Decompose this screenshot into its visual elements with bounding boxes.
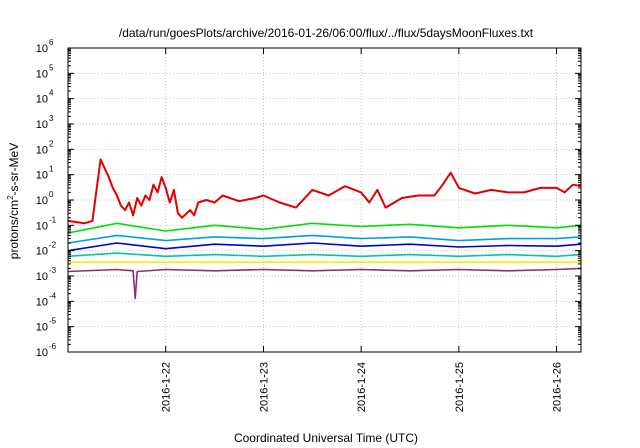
y-tick-exponent: -6 xyxy=(49,342,57,351)
x-tick-label: 2016-1-24 xyxy=(356,362,368,412)
series-line-5 xyxy=(67,252,582,258)
y-tick-exponent: 4 xyxy=(49,89,54,98)
y-tick-label: 10 xyxy=(36,246,48,258)
grid-lines xyxy=(68,47,581,353)
y-tick-label: 10 xyxy=(36,170,48,182)
y-tick-label: 10 xyxy=(36,144,48,156)
y-tick-label: 10 xyxy=(36,296,48,308)
y-tick-label: 10 xyxy=(36,271,48,283)
y-tick-exponent: 0 xyxy=(49,190,54,199)
y-tick-label: 10 xyxy=(36,119,48,131)
y-tick-label: 10 xyxy=(36,195,48,207)
y-tick-label: 10 xyxy=(36,43,48,55)
y-tick-exponent: 6 xyxy=(49,38,54,47)
y-tick-label: 10 xyxy=(36,68,48,80)
plot-frame xyxy=(67,47,582,353)
series-line-1 xyxy=(67,158,582,225)
y-axis-label: protons/cm2-s-sr-MeV xyxy=(6,143,21,259)
y-tick-label: 10 xyxy=(36,347,48,359)
x-tick-label: 2016-1-22 xyxy=(161,362,173,412)
y-axis-ticks: 10-610-510-410-310-210-11001011021031041… xyxy=(36,38,581,359)
chart-title: /data/run/goesPlots/archive/2016-01-26/0… xyxy=(119,26,534,40)
y-tick-exponent: -5 xyxy=(49,317,57,326)
series-line-2 xyxy=(67,222,582,234)
y-tick-label: 10 xyxy=(36,94,48,106)
y-tick-exponent: -2 xyxy=(49,241,57,250)
y-tick-exponent: 3 xyxy=(49,114,54,123)
x-tick-label: 2016-1-26 xyxy=(552,362,564,412)
data-series xyxy=(67,158,582,300)
y-tick-exponent: 2 xyxy=(49,139,54,148)
y-tick-label: 10 xyxy=(36,220,48,232)
series-line-4 xyxy=(67,242,582,252)
y-tick-exponent: 5 xyxy=(49,63,54,72)
series-line-7 xyxy=(67,267,582,300)
x-tick-label: 2016-1-23 xyxy=(258,362,270,412)
x-tick-label: 2016-1-25 xyxy=(454,362,466,412)
y-tick-exponent: -3 xyxy=(49,266,57,275)
y-tick-exponent: -1 xyxy=(49,215,57,224)
y-tick-exponent: 1 xyxy=(49,165,54,174)
x-axis-label: Coordinated Universal Time (UTC) xyxy=(234,431,418,445)
series-line-3 xyxy=(67,234,582,244)
y-tick-exponent: -4 xyxy=(49,291,57,300)
y-tick-label: 10 xyxy=(36,322,48,334)
x-axis-ticks: 2016-1-22 2016-1-23 2016-1-24 2016-1-25 2016… xyxy=(161,48,564,412)
